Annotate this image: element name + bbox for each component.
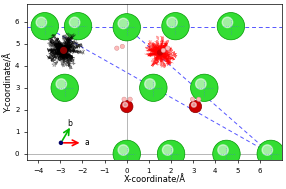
Circle shape [262, 145, 273, 155]
Circle shape [115, 46, 119, 50]
Text: a: a [84, 138, 89, 147]
Circle shape [123, 102, 128, 107]
Circle shape [121, 100, 133, 113]
Circle shape [128, 97, 132, 101]
Circle shape [120, 44, 124, 49]
Circle shape [122, 97, 126, 101]
Circle shape [167, 17, 177, 28]
Circle shape [59, 141, 63, 144]
Circle shape [166, 46, 170, 50]
Circle shape [113, 140, 140, 167]
Circle shape [218, 145, 228, 155]
Circle shape [64, 12, 92, 40]
Circle shape [36, 17, 47, 28]
Circle shape [118, 18, 128, 29]
Text: b: b [67, 119, 72, 128]
Circle shape [189, 100, 202, 113]
Circle shape [118, 145, 128, 155]
Circle shape [162, 145, 173, 155]
Circle shape [190, 97, 195, 101]
Circle shape [158, 50, 162, 55]
Circle shape [51, 74, 78, 101]
Circle shape [61, 47, 67, 53]
Circle shape [222, 17, 233, 28]
Circle shape [196, 97, 201, 101]
Circle shape [162, 12, 189, 40]
Circle shape [56, 79, 67, 89]
Circle shape [213, 140, 240, 167]
Circle shape [69, 17, 80, 28]
Circle shape [192, 102, 196, 107]
Circle shape [140, 74, 167, 101]
Circle shape [257, 140, 285, 167]
X-axis label: X-coordinate/Å: X-coordinate/Å [124, 175, 185, 185]
Circle shape [145, 79, 155, 89]
Circle shape [190, 74, 218, 101]
Circle shape [217, 12, 245, 40]
Circle shape [161, 48, 166, 53]
Y-axis label: Y-coordinate/Å: Y-coordinate/Å [4, 52, 13, 113]
Circle shape [196, 79, 206, 89]
Circle shape [157, 140, 185, 167]
Circle shape [113, 14, 140, 41]
Circle shape [31, 12, 59, 40]
